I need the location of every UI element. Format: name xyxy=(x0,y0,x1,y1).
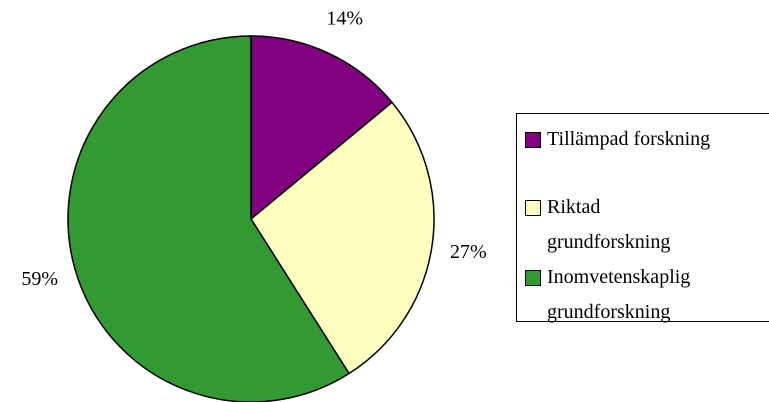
legend-label: Riktad grundforskning xyxy=(547,196,671,253)
data-label: 14% xyxy=(326,8,363,30)
legend-item: Riktad grundforskning xyxy=(525,190,717,260)
pie-slice xyxy=(250,35,394,221)
legend: Tillämpad forskning Riktad grundforskning… xyxy=(516,113,769,323)
data-label: 27% xyxy=(450,241,487,263)
legend-swatch xyxy=(525,270,541,286)
legend-swatch xyxy=(525,132,541,148)
legend-label: Tillämpad forskning xyxy=(547,128,711,150)
legend-swatch xyxy=(525,200,541,216)
legend-item: Tillämpad forskning xyxy=(525,122,717,157)
data-label: 59% xyxy=(21,268,58,290)
legend-item: Inomvetenskaplig grundforskning xyxy=(525,260,717,330)
pie-slice xyxy=(250,101,435,375)
legend-label: Inomvetenskaplig grundforskning xyxy=(547,266,691,323)
